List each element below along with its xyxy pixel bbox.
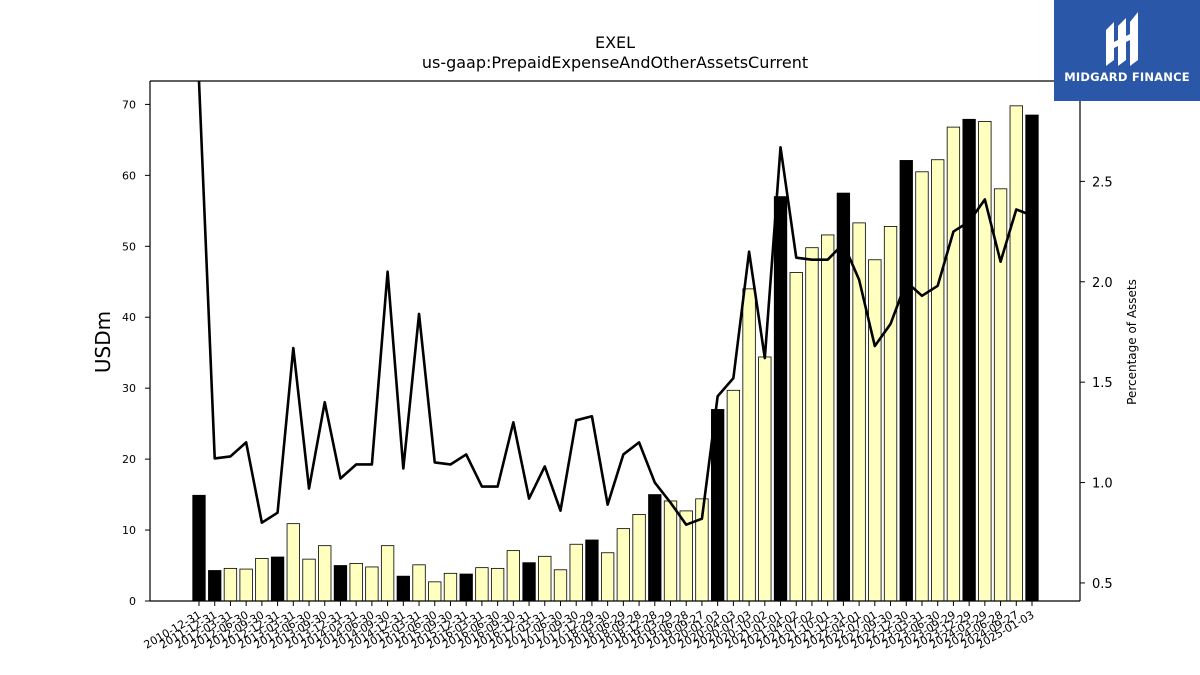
y-tick-label: 0 xyxy=(129,595,136,608)
y-axis-label: USDm xyxy=(91,311,115,373)
bar xyxy=(1025,114,1039,602)
bar xyxy=(208,570,222,602)
bar xyxy=(506,550,520,602)
y2-axis-label: Percentage of Assets xyxy=(1125,279,1139,405)
bar xyxy=(302,558,316,602)
bar xyxy=(648,494,662,602)
bar xyxy=(192,494,206,602)
bar xyxy=(569,543,583,602)
bar xyxy=(915,171,929,602)
y-tick-label: 60 xyxy=(122,169,136,182)
bar xyxy=(459,573,473,602)
y-tick-label: 30 xyxy=(122,382,136,395)
bar xyxy=(475,567,489,602)
bar xyxy=(805,247,819,602)
bar xyxy=(490,567,505,602)
bar xyxy=(522,562,536,602)
y-tick-label: 20 xyxy=(122,453,136,466)
bar xyxy=(365,566,379,602)
bar xyxy=(821,234,835,602)
bar xyxy=(726,389,741,602)
bars-layer xyxy=(192,105,1039,602)
bar xyxy=(632,514,646,602)
y-tick-label: 10 xyxy=(122,524,136,537)
bar xyxy=(946,126,961,602)
axes-layer: 0102030405060700.51.01.52.02.52010-12-31… xyxy=(122,80,1113,652)
brand-name: MIDGARD FINANCE xyxy=(1064,70,1190,84)
bar xyxy=(962,118,976,602)
bar xyxy=(758,356,772,602)
chart-title: EXEL xyxy=(595,33,635,52)
brand-logo: MIDGARD FINANCE xyxy=(1054,0,1200,101)
bar xyxy=(255,558,269,602)
bar xyxy=(380,545,395,602)
bar xyxy=(585,539,599,602)
bar xyxy=(349,563,363,602)
bar xyxy=(270,556,285,602)
bar xyxy=(428,581,442,602)
bar xyxy=(239,568,253,602)
bar xyxy=(978,121,992,602)
bar xyxy=(883,226,898,602)
y2-tick-label: 1.5 xyxy=(1092,376,1113,391)
bar xyxy=(773,196,788,602)
bar xyxy=(553,569,568,602)
pct-assets-line xyxy=(197,81,1033,527)
bar xyxy=(868,259,882,602)
y-tick-label: 40 xyxy=(122,311,136,324)
bar xyxy=(663,500,678,602)
y2-tick-label: 2.0 xyxy=(1092,276,1113,291)
bar xyxy=(223,567,238,602)
bar xyxy=(742,288,756,602)
bar xyxy=(318,545,332,602)
bar xyxy=(899,160,913,602)
bar xyxy=(286,523,300,602)
bar xyxy=(443,572,458,602)
brand-mark-icon xyxy=(1106,12,1138,66)
chart-subtitle: us-gaap:PrepaidExpenseAndOtherAssetsCurr… xyxy=(422,53,808,72)
bar xyxy=(396,575,410,602)
bar xyxy=(412,564,426,602)
bar xyxy=(789,272,803,602)
y2-tick-label: 1.0 xyxy=(1092,477,1113,492)
bar xyxy=(600,552,615,602)
bar xyxy=(931,159,945,602)
bar xyxy=(333,565,348,602)
line-layer xyxy=(197,81,1033,527)
y-tick-label: 70 xyxy=(122,98,136,111)
bar xyxy=(616,528,631,602)
bar xyxy=(538,555,552,602)
y2-tick-label: 0.5 xyxy=(1092,577,1113,592)
y2-tick-label: 2.5 xyxy=(1092,175,1113,190)
bar xyxy=(1009,105,1023,602)
y-tick-label: 50 xyxy=(122,240,136,253)
